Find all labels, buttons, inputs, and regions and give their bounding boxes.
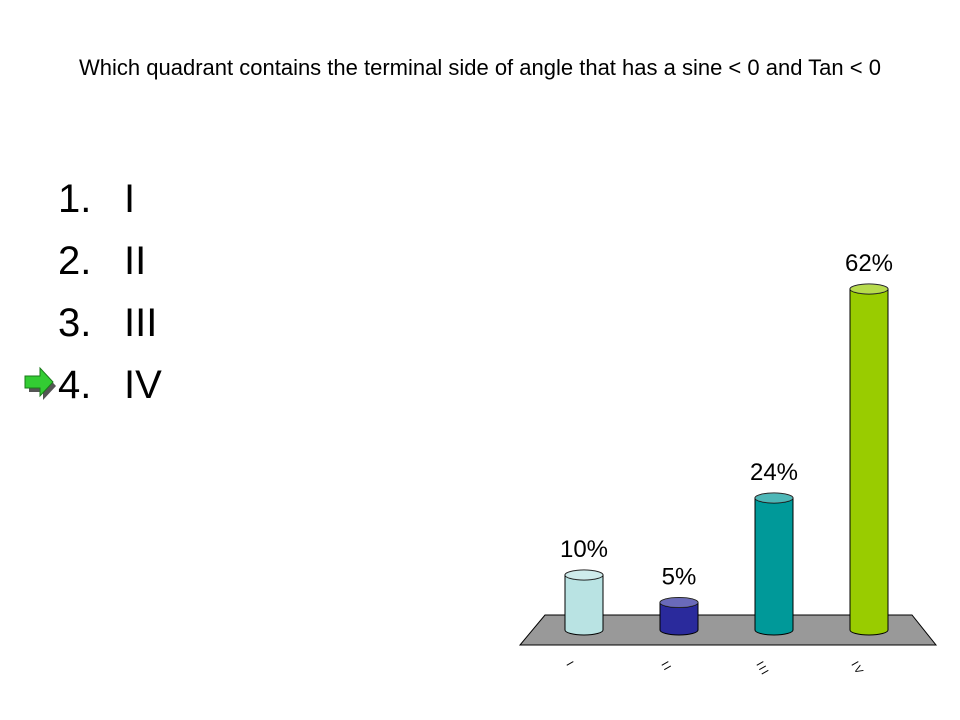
value-label: 10% <box>560 536 608 563</box>
x-tick-label: IV <box>848 660 866 678</box>
bar-top <box>754 492 794 504</box>
x-tick-label: II <box>658 660 673 675</box>
value-label: 5% <box>662 564 697 591</box>
value-label: 24% <box>750 459 798 486</box>
answer: 4. IV <box>58 360 162 410</box>
bar-body <box>850 289 888 630</box>
value-label: 62% <box>845 250 893 277</box>
bar-body <box>755 498 793 630</box>
bar-top-shade <box>755 493 793 503</box>
correct-arrow <box>24 366 56 400</box>
answer-text: IV <box>124 363 162 407</box>
bar-body <box>565 575 603 630</box>
x-tick-label: I <box>563 660 576 670</box>
bar-top <box>849 283 889 295</box>
bar-top <box>659 597 699 608</box>
answer-number: 4. <box>58 363 92 407</box>
answer: 1. I <box>58 174 135 224</box>
x-tick-label: III <box>753 660 771 679</box>
bar-top <box>564 569 604 581</box>
bar <box>659 597 699 636</box>
answer-text: III <box>124 301 158 345</box>
answer-number: 3. <box>58 301 92 345</box>
bar <box>754 492 794 636</box>
answer-text: II <box>124 239 147 283</box>
bar <box>564 569 604 636</box>
bar-top-shade <box>850 284 888 294</box>
answer: 2. II <box>58 236 146 286</box>
bar-top-shade <box>565 570 603 580</box>
answer-number: 1. <box>58 177 92 221</box>
bar <box>849 283 889 636</box>
slide-title: Which quadrant contains the terminal sid… <box>79 55 881 80</box>
answer-number: 2. <box>58 239 92 283</box>
bar-top-shade <box>660 597 698 608</box>
answer: 3. III <box>58 298 157 348</box>
answer-text: I <box>124 177 136 221</box>
